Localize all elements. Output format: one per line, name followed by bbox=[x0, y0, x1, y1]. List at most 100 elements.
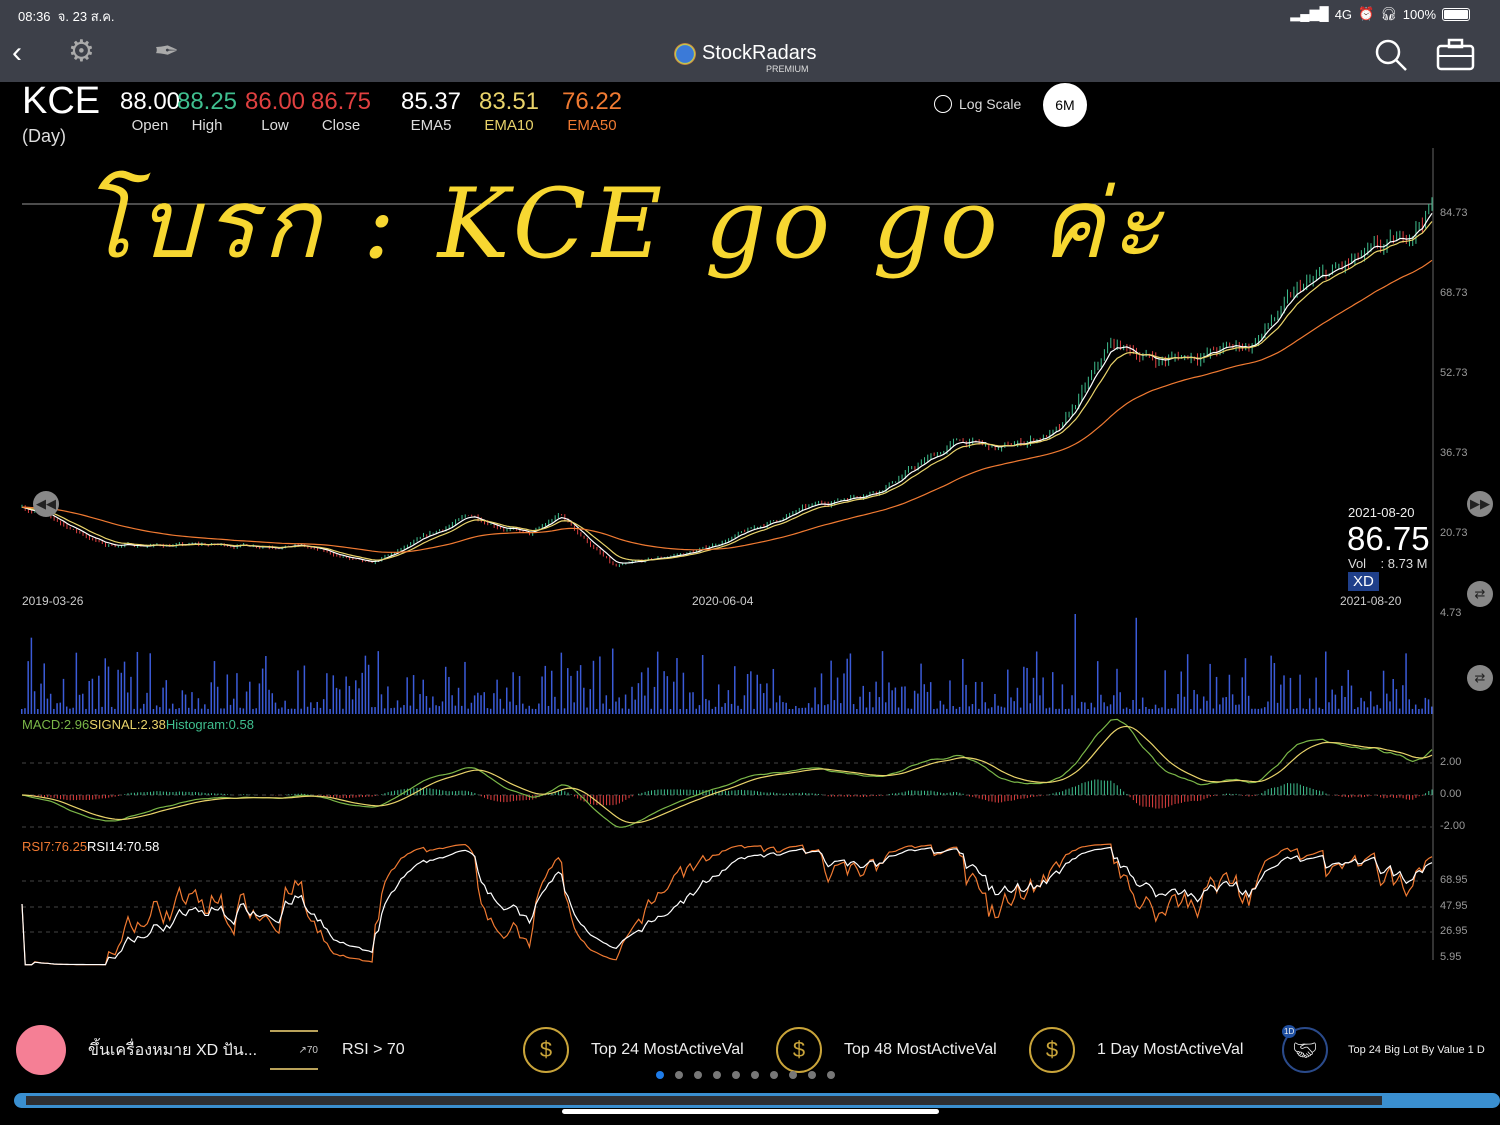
volume-bar bbox=[249, 681, 251, 714]
volume-bar bbox=[1164, 670, 1166, 714]
page-dot[interactable] bbox=[675, 1071, 683, 1079]
volume-bar bbox=[901, 686, 903, 714]
volume-bar bbox=[232, 698, 235, 714]
carousel-item[interactable]: ↗ 70 RSI > 70 bbox=[270, 1022, 405, 1078]
page-dot[interactable] bbox=[770, 1071, 778, 1079]
volume-bar bbox=[602, 703, 604, 714]
page-dot[interactable] bbox=[656, 1071, 664, 1079]
page-dot[interactable] bbox=[827, 1071, 835, 1079]
volume-bar bbox=[1093, 707, 1096, 714]
log-scale-toggle[interactable]: Log Scale bbox=[934, 95, 1021, 113]
volume-bar bbox=[1167, 708, 1170, 714]
volume-bar bbox=[1122, 708, 1125, 714]
search-icon[interactable] bbox=[1374, 38, 1408, 72]
volume-bar bbox=[1161, 707, 1163, 714]
volume-bar bbox=[1103, 702, 1105, 714]
page-dot[interactable] bbox=[789, 1071, 797, 1079]
volume-bar bbox=[49, 693, 52, 714]
volume-bar bbox=[788, 709, 791, 714]
log-scale-label: Log Scale bbox=[959, 96, 1022, 112]
swap-icon[interactable]: ⇄ bbox=[1467, 665, 1493, 691]
volume-bar bbox=[438, 706, 441, 714]
volume-bar bbox=[428, 707, 431, 714]
price-chart[interactable] bbox=[0, 140, 1500, 1020]
carousel-item[interactable]: $1 Day MostActiveVal bbox=[1029, 1022, 1243, 1078]
volume-bar bbox=[432, 696, 434, 714]
volume-bar bbox=[544, 665, 547, 714]
timeframe: (Day) bbox=[22, 126, 66, 146]
page-indicator[interactable] bbox=[656, 1071, 835, 1079]
volume-bar bbox=[1289, 677, 1292, 714]
volume-bar bbox=[888, 682, 890, 714]
volume-bar bbox=[184, 694, 187, 714]
axis-label: 68.73 bbox=[1440, 287, 1468, 299]
volume-bar bbox=[1077, 708, 1080, 714]
volume-bar bbox=[1414, 704, 1417, 714]
volume-bar bbox=[265, 656, 267, 714]
volume-bar bbox=[592, 660, 595, 714]
volume-bar bbox=[181, 690, 184, 714]
axis-label: 52.73 bbox=[1440, 367, 1468, 379]
volume-bar bbox=[1334, 694, 1337, 714]
carousel-label: RSI > 70 bbox=[342, 1041, 405, 1058]
fast-forward-icon[interactable]: ▶▶ bbox=[1467, 491, 1493, 517]
rsi7-line bbox=[21, 843, 1433, 966]
volume-bar bbox=[149, 653, 151, 714]
volume-bar bbox=[894, 687, 897, 714]
volume-bar bbox=[104, 658, 107, 714]
volume-bar bbox=[496, 679, 498, 714]
page-dot[interactable] bbox=[713, 1071, 721, 1079]
volume-bar bbox=[242, 708, 245, 714]
volume-bar bbox=[621, 708, 624, 714]
home-indicator[interactable] bbox=[562, 1109, 939, 1114]
volume-bar bbox=[258, 683, 261, 714]
volume-bar bbox=[557, 708, 559, 714]
volume-bar bbox=[673, 681, 675, 714]
period-button[interactable]: 6M bbox=[1043, 83, 1087, 127]
volume-bar bbox=[695, 708, 697, 714]
volume-bar bbox=[403, 705, 405, 714]
volume-bar bbox=[1251, 708, 1253, 714]
volume-bar bbox=[518, 676, 521, 714]
volume-bar bbox=[1019, 707, 1022, 714]
radio-icon[interactable] bbox=[934, 95, 952, 113]
volume-bar bbox=[939, 700, 942, 714]
volume-bar bbox=[1180, 671, 1182, 714]
scrollbar[interactable] bbox=[14, 1093, 1500, 1108]
volume-bar bbox=[65, 706, 68, 714]
coins-icon: $ bbox=[776, 1027, 822, 1073]
swap-icon[interactable]: ⇄ bbox=[1467, 581, 1493, 607]
volume-bar bbox=[994, 693, 996, 714]
volume-bar bbox=[872, 707, 874, 714]
vol-label: Vol bbox=[1348, 556, 1367, 571]
pen-icon[interactable]: ✒ bbox=[154, 35, 180, 68]
volume-bar bbox=[37, 709, 39, 714]
carousel-item[interactable]: ขึ้นเครื่องหมาย XD ปัน... bbox=[16, 1022, 257, 1078]
volume-bar bbox=[454, 705, 457, 714]
back-icon[interactable]: ‹ bbox=[12, 36, 22, 69]
carousel-item[interactable]: $ Top 24 MostActiveVal bbox=[523, 1022, 744, 1078]
briefcase-icon[interactable] bbox=[1436, 38, 1476, 72]
brand-logo: StockRadars PREMIUM bbox=[674, 42, 817, 74]
carousel-item[interactable]: 🤝︎ 1D Top 24 Big Lot By Value 1 D bbox=[1282, 1022, 1485, 1078]
volume-bar bbox=[509, 701, 511, 714]
page-dot[interactable] bbox=[694, 1071, 702, 1079]
page-dot[interactable] bbox=[732, 1071, 740, 1079]
symbol: KCE bbox=[22, 80, 101, 122]
page-dot[interactable] bbox=[751, 1071, 759, 1079]
volume-bar bbox=[358, 688, 360, 714]
gear-icon[interactable]: ⚙ bbox=[68, 35, 95, 68]
volume-bar bbox=[98, 675, 100, 714]
carousel-item[interactable]: $ Top 48 MostActiveVal bbox=[776, 1022, 997, 1078]
volume-bar bbox=[489, 708, 492, 714]
volume-bar bbox=[1263, 707, 1266, 714]
rewind-icon[interactable]: ◀◀ bbox=[33, 491, 59, 517]
volume-bar bbox=[1382, 670, 1385, 714]
volume-bar bbox=[1003, 707, 1006, 714]
volume-bar bbox=[374, 707, 376, 714]
volume-bar bbox=[1411, 708, 1414, 714]
volume-bar bbox=[884, 702, 887, 714]
page-dot[interactable] bbox=[808, 1071, 816, 1079]
signal-carousel[interactable]: ขึ้นเครื่องหมาย XD ปัน... ↗ 70 RSI > 70 $ T… bbox=[0, 1022, 1500, 1078]
axis-label: -2.00 bbox=[1440, 820, 1466, 832]
